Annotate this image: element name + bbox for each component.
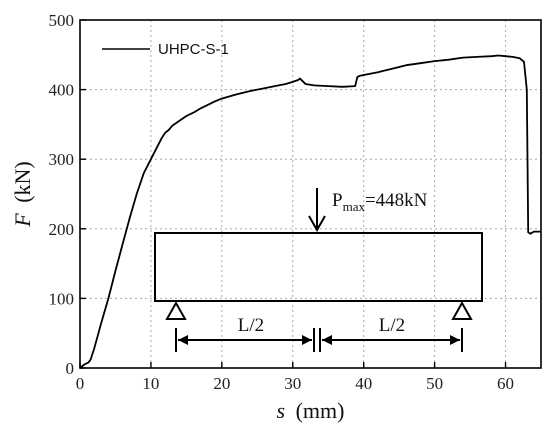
x-tick-label: 30 [284, 374, 301, 393]
x-tick-label: 60 [497, 374, 514, 393]
y-tick-label: 200 [49, 220, 75, 239]
load-label: Pmax=448kN [332, 190, 428, 214]
y-axis-label: F (kN) [10, 161, 35, 228]
ticks: 0 10 20 30 40 50 60 0 100 200 300 400 500 [49, 11, 515, 393]
grid [80, 20, 541, 368]
x-tick-label: 0 [76, 374, 85, 393]
beam-diagram: Pmax=448kN L/2 L/2 [154, 188, 483, 352]
x-tick-label: 20 [213, 374, 230, 393]
load-arrow-head [308, 215, 326, 233]
x-tick-label: 40 [355, 374, 372, 393]
beam-rect [154, 232, 483, 302]
plot-frame [79, 19, 542, 369]
series-line [79, 54, 541, 369]
y-tick-label: 500 [49, 11, 75, 30]
span-arrow-right-b [450, 335, 460, 345]
y-tick-label: 100 [49, 289, 75, 308]
y-tick-label: 0 [66, 359, 75, 378]
legend-label: UHPC-S-1 [158, 41, 229, 58]
span-label-right: L/2 [379, 315, 405, 336]
x-tick-label: 50 [426, 374, 443, 393]
legend: UHPC-S-1 [102, 41, 229, 58]
support-left [165, 300, 187, 320]
span-arrow-right-a [322, 335, 332, 345]
y-tick-label: 400 [49, 81, 75, 100]
x-tick-label: 10 [142, 374, 159, 393]
y-tick-label: 300 [49, 150, 75, 169]
x-axis-label: s (mm) [277, 398, 345, 423]
series-layer [79, 54, 541, 369]
span-label-left: L/2 [238, 315, 264, 336]
support-right [451, 300, 473, 320]
span-arrow-left-b [302, 335, 312, 345]
span-arrow-left-a [178, 335, 188, 345]
